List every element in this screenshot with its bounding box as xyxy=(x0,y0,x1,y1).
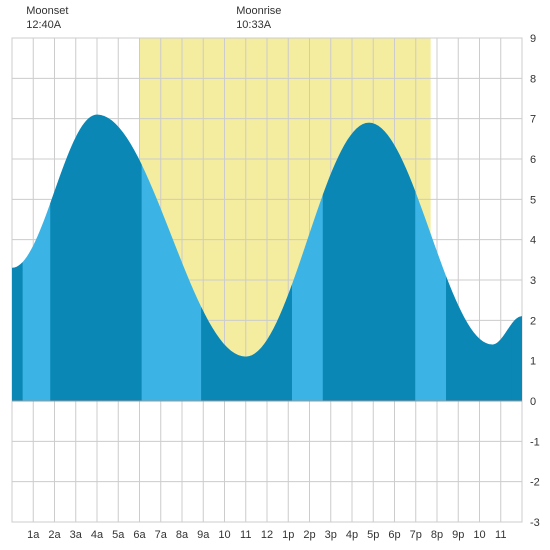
y-tick-label: -3 xyxy=(530,517,540,529)
x-tick-label: 11 xyxy=(495,529,506,541)
y-tick-label: 9 xyxy=(530,33,536,45)
tide-edge-1 xyxy=(512,316,522,401)
set-label: Moonset xyxy=(26,5,68,17)
x-tick-label: 4a xyxy=(91,529,104,541)
x-tick-label: 1a xyxy=(27,529,40,541)
y-tick-label: -2 xyxy=(530,477,540,489)
x-tick-label: 5p xyxy=(367,529,379,541)
x-tick-label: 1p xyxy=(282,529,294,541)
x-tick-label: 3p xyxy=(325,529,337,541)
y-tick-label: -1 xyxy=(530,436,540,448)
rise-label: Moonrise xyxy=(236,5,281,17)
tide-edge-0 xyxy=(12,262,23,401)
y-tick-label: 8 xyxy=(530,73,536,85)
x-tick-label: 11 xyxy=(240,529,251,541)
set-time: 12:40A xyxy=(26,19,62,31)
y-tick-label: 4 xyxy=(530,235,536,247)
x-tick-label: 5a xyxy=(112,529,125,541)
x-tick-label: 7a xyxy=(155,529,168,541)
x-tick-label: 10 xyxy=(473,529,485,541)
x-tick-label: 10 xyxy=(218,529,230,541)
rise-time: 10:33A xyxy=(236,19,272,31)
tide-chart: -3-2-101234567891a2a3a4a5a6a7a8a9a101112… xyxy=(0,0,550,550)
x-tick-label: 6p xyxy=(388,529,400,541)
y-tick-label: 7 xyxy=(530,114,536,126)
x-tick-label: 9p xyxy=(452,529,464,541)
x-tick-label: 8a xyxy=(176,529,189,541)
x-tick-label: 2a xyxy=(48,529,61,541)
y-tick-label: 2 xyxy=(530,315,536,327)
x-tick-label: 8p xyxy=(431,529,443,541)
y-tick-label: 6 xyxy=(530,154,536,166)
x-tick-label: 3a xyxy=(70,529,83,541)
x-tick-label: 12 xyxy=(261,529,273,541)
y-tick-label: 5 xyxy=(530,194,536,206)
y-tick-label: 1 xyxy=(530,356,536,368)
x-tick-label: 4p xyxy=(346,529,358,541)
x-tick-label: 9a xyxy=(197,529,210,541)
x-tick-label: 7p xyxy=(410,529,422,541)
x-tick-label: 2p xyxy=(303,529,315,541)
tide-area-front-2 xyxy=(323,123,415,401)
chart-svg: -3-2-101234567891a2a3a4a5a6a7a8a9a101112… xyxy=(0,0,550,550)
y-tick-label: 0 xyxy=(530,396,536,408)
y-tick-label: 3 xyxy=(530,275,536,287)
x-tick-label: 6a xyxy=(133,529,146,541)
